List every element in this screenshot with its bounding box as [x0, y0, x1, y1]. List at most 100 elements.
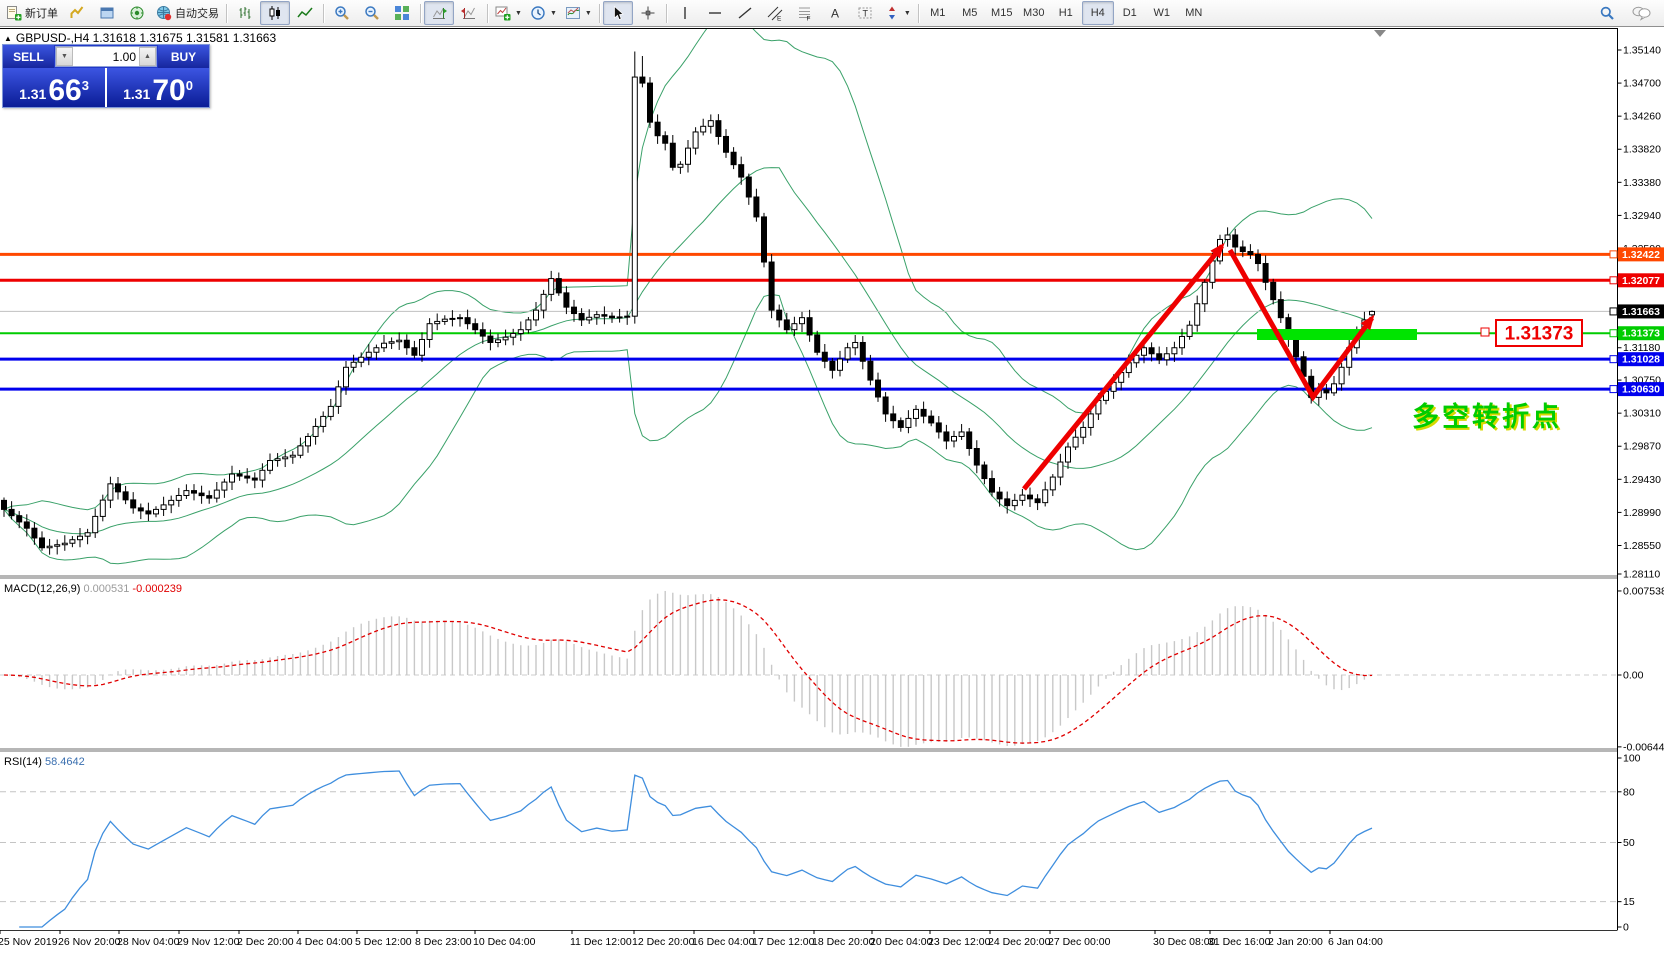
arrows-icon: [884, 5, 900, 21]
svg-text:1.32077: 1.32077: [1622, 275, 1660, 287]
svg-text:80: 80: [1623, 786, 1635, 798]
tf-d1-button[interactable]: D1: [1114, 1, 1146, 25]
text-icon: A: [827, 5, 843, 21]
horizontal-line-icon: [707, 5, 723, 21]
tf-m5-button[interactable]: M5: [954, 1, 986, 25]
svg-text:10 Dec 04:00: 10 Dec 04:00: [473, 936, 536, 948]
navigator-icon: [129, 5, 145, 21]
cursor-button[interactable]: [603, 1, 633, 25]
fibonacci-icon: F: [797, 5, 813, 21]
chart-title-text: GBPUSD-,H4 1.31618 1.31675 1.31581 1.316…: [16, 31, 276, 45]
volume-decrease-button[interactable]: ▼: [56, 47, 73, 66]
arrows-dropdown-icon[interactable]: ▼: [904, 10, 911, 17]
sell-price-button[interactable]: 1.31 66 3: [3, 68, 105, 107]
tf-m15-button[interactable]: M15: [986, 1, 1018, 25]
sell-button[interactable]: SELL: [3, 45, 54, 68]
add-indicator-dropdown-icon[interactable]: ▼: [515, 10, 522, 17]
svg-text:A: A: [831, 7, 839, 21]
zoom-in-button[interactable]: [327, 1, 357, 25]
tf-w1-button[interactable]: W1: [1146, 1, 1178, 25]
svg-text:27 Dec 00:00: 27 Dec 00:00: [1048, 936, 1111, 948]
text-button[interactable]: A: [820, 1, 850, 25]
add-indicator-button[interactable]: ▼: [491, 1, 526, 25]
search-button[interactable]: [1592, 1, 1622, 25]
rsi-label: RSI(14) 58.4642: [4, 756, 85, 768]
auto-trading-button[interactable]: 自动交易: [152, 1, 223, 25]
one-click-trading-panel: SELL ▼ ▲ BUY 1.31 66 3 1.31 70 0: [2, 44, 210, 108]
svg-text:0.00: 0.00: [1623, 670, 1644, 682]
tf-w1-label: W1: [1154, 7, 1171, 19]
auto-scroll-button[interactable]: [424, 1, 454, 25]
navigator-button[interactable]: [122, 1, 152, 25]
chat-icon: [1632, 5, 1651, 21]
level-line-node-icon: [1610, 251, 1617, 258]
level-line-node-icon: [1610, 277, 1617, 284]
svg-text:1.33820: 1.33820: [1623, 144, 1661, 156]
svg-text:30 Dec 08:00: 30 Dec 08:00: [1153, 936, 1216, 948]
line-chart-icon: [297, 5, 313, 21]
auto-scroll-icon: [431, 5, 447, 21]
period-select-button[interactable]: ▼: [526, 1, 561, 25]
new-order-label: 新订单: [25, 5, 58, 21]
auto-trading-label: 自动交易: [175, 5, 219, 21]
vertical-line-button[interactable]: [670, 1, 700, 25]
buy-price-button[interactable]: 1.31 70 0: [107, 68, 209, 107]
tile-windows-button[interactable]: [387, 1, 417, 25]
equidistant-channel-button[interactable]: E: [760, 1, 790, 25]
chart-area[interactable]: 1.31373多空转折点多空转折点1.351401.347001.342601.…: [0, 28, 1664, 950]
bar-chart-button[interactable]: [230, 1, 260, 25]
volume-increase-button[interactable]: ▲: [139, 47, 156, 66]
arrows-button[interactable]: ▼: [880, 1, 915, 25]
zoom-out-button[interactable]: [357, 1, 387, 25]
sell-price-big: 66: [48, 77, 81, 105]
svg-text:2 Dec 20:00: 2 Dec 20:00: [237, 936, 294, 948]
tf-h4-button[interactable]: H4: [1082, 1, 1114, 25]
tf-h1-button[interactable]: H1: [1050, 1, 1082, 25]
period-select-icon: [530, 5, 546, 21]
chat-button[interactable]: [1626, 1, 1656, 25]
candle-chart-button[interactable]: [260, 1, 290, 25]
horizontal-line-button[interactable]: [700, 1, 730, 25]
tf-m30-button[interactable]: M30: [1018, 1, 1050, 25]
svg-text:28 Nov 04:00: 28 Nov 04:00: [117, 936, 180, 948]
line-chart-button[interactable]: [290, 1, 320, 25]
svg-text:1.28110: 1.28110: [1623, 569, 1660, 581]
chart-title: ▲ GBPUSD-,H4 1.31618 1.31675 1.31581 1.3…: [4, 31, 276, 45]
fibonacci-button[interactable]: F: [790, 1, 820, 25]
svg-text:1.30310: 1.30310: [1623, 408, 1661, 420]
svg-text:1.32422: 1.32422: [1622, 249, 1660, 261]
buy-price-sup: 0: [186, 78, 193, 93]
line-handle-icon[interactable]: [1481, 328, 1489, 336]
trend-line-button[interactable]: [730, 1, 760, 25]
equidistant-channel-icon: E: [767, 5, 783, 21]
svg-text:T: T: [862, 9, 868, 19]
svg-text:0.007538: 0.007538: [1623, 585, 1664, 597]
toolbar-separator: [599, 4, 600, 23]
tf-m1-button[interactable]: M1: [922, 1, 954, 25]
template-select-button[interactable]: ▼: [561, 1, 596, 25]
svg-text:1.34260: 1.34260: [1623, 111, 1661, 123]
sell-price-sup: 3: [82, 78, 89, 93]
buy-button[interactable]: BUY: [158, 45, 209, 68]
template-select-dropdown-icon[interactable]: ▼: [585, 10, 592, 17]
symbol-triangle-icon: ▲: [4, 34, 12, 43]
level-line-node-icon: [1610, 386, 1617, 393]
svg-text:1.28990: 1.28990: [1623, 507, 1661, 519]
volume-input[interactable]: [73, 47, 139, 66]
buy-price-prefix: 1.31: [123, 86, 150, 102]
text-label-button[interactable]: T: [850, 1, 880, 25]
tf-mn-button[interactable]: MN: [1178, 1, 1210, 25]
data-window-button[interactable]: [92, 1, 122, 25]
svg-text:1.29870: 1.29870: [1623, 441, 1661, 453]
svg-text:23 Dec 12:00: 23 Dec 12:00: [928, 936, 991, 948]
cursor-icon: [610, 5, 626, 21]
period-select-dropdown-icon[interactable]: ▼: [550, 10, 557, 17]
price-axis[interactable]: 1.351401.347001.342601.338201.333801.329…: [1610, 28, 1664, 950]
svg-text:1.31028: 1.31028: [1622, 354, 1660, 366]
new-order-button[interactable]: 新订单: [2, 1, 62, 25]
crosshair-button[interactable]: [633, 1, 663, 25]
chart-shift-button[interactable]: [454, 1, 484, 25]
zoom-out-icon: [364, 5, 380, 21]
svg-text:1.33380: 1.33380: [1623, 177, 1661, 189]
market-watch-button[interactable]: [62, 1, 92, 25]
